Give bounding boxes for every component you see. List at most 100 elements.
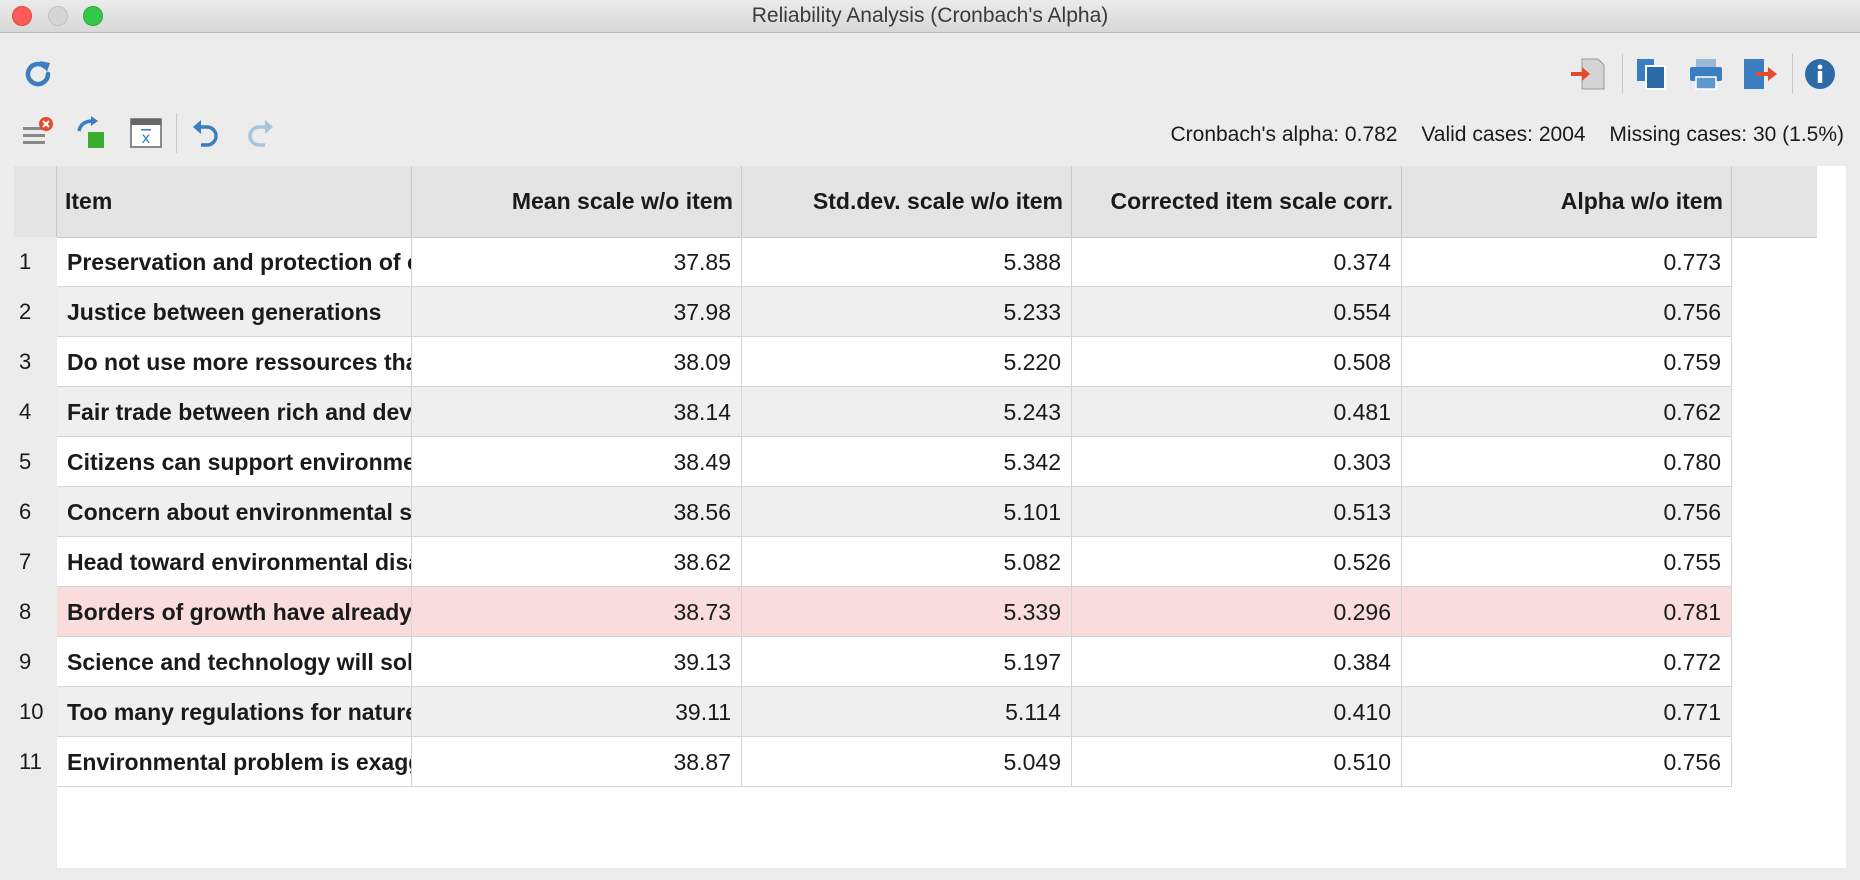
cell-mean[interactable]: 38.14 (412, 387, 742, 437)
row-number: 9 (14, 637, 57, 687)
cell-stddev[interactable]: 5.197 (742, 637, 1072, 687)
maximize-window-button[interactable] (83, 6, 103, 26)
cell-corr[interactable]: 0.481 (1072, 387, 1402, 437)
cell-stddev[interactable]: 5.220 (742, 337, 1072, 387)
row-number: 7 (14, 537, 57, 587)
column-header-corr[interactable]: Corrected item scale corr. (1072, 166, 1402, 237)
table-row[interactable]: 3Do not use more ressources than...38.09… (14, 337, 1817, 387)
cell-item[interactable]: Preservation and protection of o... (57, 237, 412, 287)
cell-stddev[interactable]: 5.049 (742, 737, 1072, 787)
rotate-table-icon[interactable] (72, 113, 112, 153)
table-row[interactable]: 2 Justice between generations 37.98 5.233 0.… (14, 287, 1817, 337)
cronbach-alpha-value: Cronbach's alpha: 0.782 (1170, 123, 1398, 146)
cell-corr[interactable]: 0.526 (1072, 537, 1402, 587)
column-header-alpha[interactable]: Alpha w/o item (1402, 166, 1732, 237)
cell-item[interactable]: Do not use more ressources than... (57, 337, 412, 387)
cell-stddev[interactable]: 5.233 (742, 287, 1072, 337)
cell-alpha[interactable]: 0.756 (1402, 487, 1732, 537)
cell-alpha[interactable]: 0.771 (1402, 687, 1732, 737)
window-title: Reliability Analysis (Cronbach's Alpha) (751, 4, 1109, 27)
svg-text:x: x (142, 129, 151, 147)
info-icon[interactable] (1800, 54, 1840, 94)
table-row[interactable]: 6 Concern about environmental sit... 38.56… (14, 487, 1817, 537)
cell-corr[interactable]: 0.513 (1072, 487, 1402, 537)
cell-item[interactable]: Head toward environmental disa... (57, 537, 412, 587)
cell-stddev[interactable]: 5.342 (742, 437, 1072, 487)
cell-alpha[interactable]: 0.756 (1402, 287, 1732, 337)
analysis-summary: Cronbach's alpha: 0.782 Valid cases: 200… (1152, 123, 1844, 147)
cell-mean[interactable]: 37.98 (412, 287, 742, 337)
cell-alpha[interactable]: 0.773 (1402, 237, 1732, 287)
cell-item[interactable]: Justice between generations (57, 287, 412, 337)
cell-mean[interactable]: 38.73 (412, 587, 742, 637)
cell-alpha[interactable]: 0.755 (1402, 537, 1732, 587)
cell-mean[interactable]: 39.11 (412, 687, 742, 737)
cell-corr[interactable]: 0.554 (1072, 287, 1402, 337)
cell-item[interactable]: Concern about environmental sit... (57, 487, 412, 537)
cell-alpha[interactable]: 0.772 (1402, 637, 1732, 687)
missing-cases-value: Missing cases: 30 (1.5%) (1609, 123, 1844, 146)
cell-mean[interactable]: 38.56 (412, 487, 742, 537)
cell-corr[interactable]: 0.508 (1072, 337, 1402, 387)
redo-icon[interactable] (240, 113, 280, 153)
cell-corr[interactable]: 0.303 (1072, 437, 1402, 487)
column-header-mean[interactable]: Mean scale w/o item (412, 166, 742, 237)
cell-corr[interactable]: 0.384 (1072, 637, 1402, 687)
close-window-button[interactable] (12, 6, 32, 26)
cell-alpha[interactable]: 0.759 (1402, 337, 1732, 387)
cell-corr[interactable]: 0.410 (1072, 687, 1402, 737)
cell-mean[interactable]: 38.09 (412, 337, 742, 387)
toolbar-separator (176, 113, 177, 153)
cell-stddev[interactable]: 5.101 (742, 487, 1072, 537)
refresh-icon[interactable] (18, 54, 58, 94)
cell-corr[interactable]: 0.510 (1072, 737, 1402, 787)
cell-item[interactable]: Citizens can support environme... (57, 437, 412, 487)
column-header-item[interactable]: Item (57, 166, 412, 237)
table-row[interactable]: 5 Citizens can support environme... 38.49 5… (14, 437, 1817, 487)
row-number: 8 (14, 587, 57, 637)
valid-cases-value: Valid cases: 2004 (1421, 123, 1586, 146)
table-row[interactable]: 1 Preservation and protection of o... 37.8… (14, 237, 1817, 287)
cell-alpha[interactable]: 0.780 (1402, 437, 1732, 487)
undo-icon[interactable] (186, 113, 226, 153)
table-row[interactable]: 10 Too many regulations for nature ... 39.… (14, 687, 1817, 737)
cell-mean[interactable]: 39.13 (412, 637, 742, 687)
cell-item[interactable]: Fair trade between rich and deve... (57, 387, 412, 437)
cell-mean[interactable]: 37.85 (412, 237, 742, 287)
copy-icon[interactable] (1632, 54, 1672, 94)
remove-items-icon[interactable] (18, 113, 58, 153)
cell-item[interactable]: Too many regulations for nature ... (57, 687, 412, 737)
cell-mean[interactable]: 38.62 (412, 537, 742, 587)
statistics-table-icon[interactable]: x (126, 113, 166, 153)
table-row[interactable]: 9 Science and technology will solv... 39.1… (14, 637, 1817, 687)
export-icon[interactable] (1740, 54, 1780, 94)
cell-stddev[interactable]: 5.388 (742, 237, 1072, 287)
row-number: 10 (14, 687, 57, 737)
toolbar-separator (1622, 54, 1623, 94)
cell-alpha[interactable]: 0.756 (1402, 737, 1732, 787)
import-icon[interactable] (1568, 54, 1608, 94)
cell-item[interactable]: Borders of growth have already cros (57, 587, 412, 637)
cell-item[interactable]: Environmental problem is exagg... (57, 737, 412, 787)
row-number: 5 (14, 437, 57, 487)
cell-mean[interactable]: 38.87 (412, 737, 742, 787)
cell-mean[interactable]: 38.49 (412, 437, 742, 487)
cell-stddev[interactable]: 5.082 (742, 537, 1072, 587)
cell-corr[interactable]: 0.374 (1072, 237, 1402, 287)
cell-alpha[interactable]: 0.762 (1402, 387, 1732, 437)
table-row[interactable]: 4 Fair trade between rich and deve... 38.1… (14, 387, 1817, 437)
cell-stddev[interactable]: 5.243 (742, 387, 1072, 437)
cell-stddev[interactable]: 5.339 (742, 587, 1072, 637)
table-row[interactable]: 7 Head toward environmental disa... 38.62 5… (14, 537, 1817, 587)
title-bar: Reliability Analysis (Cronbach's Alpha) (0, 0, 1860, 33)
cell-stddev[interactable]: 5.114 (742, 687, 1072, 737)
cell-corr[interactable]: 0.296 (1072, 587, 1402, 637)
table-row[interactable]: 11 Environmental problem is exagg... 38.87… (14, 737, 1817, 787)
row-number: 3 (14, 337, 57, 387)
column-header-stddev[interactable]: Std.dev. scale w/o item (742, 166, 1072, 237)
cell-alpha[interactable]: 0.781 (1402, 587, 1732, 637)
print-icon[interactable] (1686, 54, 1726, 94)
minimize-window-button[interactable] (48, 6, 68, 26)
cell-item[interactable]: Science and technology will solv... (57, 637, 412, 687)
